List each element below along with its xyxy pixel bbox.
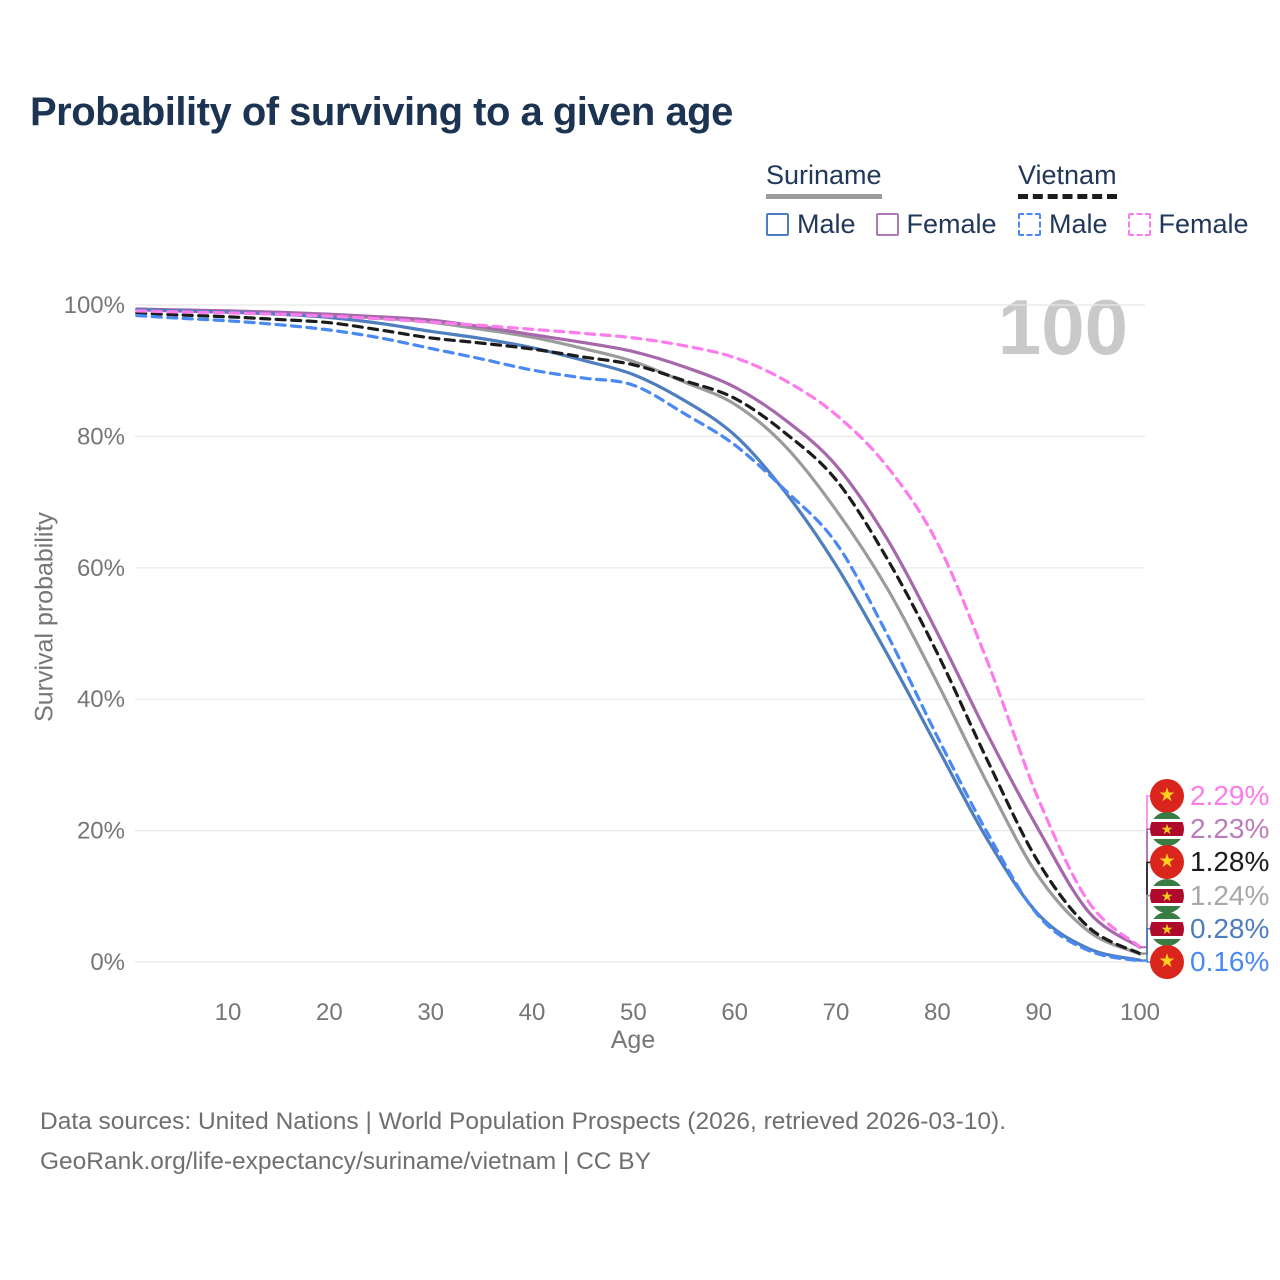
y-tick-label: 20% (77, 818, 125, 845)
series-line-suriname-total (135, 307, 1142, 956)
y-tick-label: 60% (77, 555, 125, 582)
end-label-value: 2.23% (1190, 813, 1270, 845)
y-tick-label: 0% (90, 949, 125, 976)
x-tick-label: 70 (823, 999, 850, 1026)
end-label-value: 0.28% (1190, 912, 1270, 944)
series-line-vietnam-male (135, 313, 1142, 963)
end-label-value: 2.29% (1190, 780, 1270, 811)
star-icon: ★ (1158, 785, 1176, 806)
end-label-row: ★ 2.29% (1150, 779, 1269, 813)
y-tick-label: 40% (77, 686, 125, 713)
x-tick-label: 10 (215, 999, 242, 1026)
legend-header-suriname: Suriname (766, 160, 882, 199)
x-tick-label: 60 (721, 999, 748, 1026)
attribution-link-text: GeoRank.org/life-expectancy/suriname/vie… (40, 1148, 651, 1175)
star-icon: ★ (1160, 920, 1174, 937)
end-label-value: 0.16% (1190, 946, 1270, 977)
legend-checkbox[interactable] (766, 213, 789, 236)
series-line-vietnam-female (135, 309, 1142, 949)
legend-item-label: Female (906, 209, 997, 239)
end-label-value: 1.28% (1190, 846, 1270, 878)
x-tick-label: 40 (519, 999, 546, 1026)
end-label-row: ★ 0.28% (1150, 911, 1270, 946)
end-label-row: ★ 0.16% (1150, 945, 1269, 979)
data-sources-text: Data sources: United Nations | World Pop… (40, 1108, 1007, 1135)
star-icon: ★ (1158, 851, 1176, 873)
page-title: Probability of surviving to a given age (30, 90, 733, 134)
star-icon: ★ (1158, 951, 1176, 972)
suriname-flag-icon: ★ (1150, 911, 1184, 946)
vietnam-flag-icon: ★ (1150, 779, 1184, 813)
x-tick-label: 30 (417, 999, 444, 1026)
age-watermark: 100 (997, 283, 1128, 371)
y-tick-label: 80% (77, 423, 125, 450)
series-line-suriname-male (135, 307, 1142, 962)
x-tick-label: 50 (620, 999, 647, 1026)
legend-item-label: Male (797, 209, 856, 239)
legend-checkbox[interactable] (1018, 213, 1041, 236)
legend-header-vietnam: Vietnam (1018, 160, 1117, 199)
x-tick-label: 90 (1025, 999, 1052, 1026)
vietnam-flag-icon: ★ (1150, 945, 1184, 979)
survival-chart: 0% 20% 40% 60% 80% 100% 10 20 30 40 50 60 70 80 90 100 (64, 292, 1160, 1026)
legend-item-label: Male (1049, 209, 1108, 239)
end-label-row: ★ 1.24% (1150, 878, 1270, 913)
series-line-suriname-female (135, 307, 1142, 949)
y-tick-label: 100% (64, 292, 125, 319)
legend-checkbox[interactable] (875, 213, 899, 236)
legend-item-vietnam-female[interactable]: Female (1127, 209, 1249, 240)
x-tick-label: 80 (924, 999, 951, 1026)
legend-item-suriname-male[interactable]: Male (766, 209, 856, 240)
legend-group-suriname: Suriname Male Female (766, 160, 997, 240)
legend-items-suriname: Male Female (766, 209, 997, 240)
series-line-vietnam-total (135, 311, 1142, 956)
suriname-flag-icon: ★ (1150, 878, 1184, 913)
legend-items-vietnam: Male Female (1018, 209, 1249, 240)
legend-item-suriname-female[interactable]: Female (875, 209, 997, 240)
star-icon: ★ (1160, 821, 1174, 838)
legend-group-vietnam: Vietnam Male Female (1018, 160, 1249, 240)
end-label-row: ★ 2.23% (1150, 812, 1270, 847)
x-tick-label: 100 (1120, 999, 1160, 1026)
suriname-flag-icon: ★ (1150, 812, 1184, 847)
y-axis-title: Survival probability (30, 512, 59, 722)
x-tick-label: 20 (316, 999, 343, 1026)
end-label-row: ★ 1.28% (1150, 845, 1270, 880)
vietnam-flag-icon: ★ (1150, 845, 1184, 880)
star-icon: ★ (1160, 887, 1174, 904)
legend-item-label: Female (1158, 209, 1249, 239)
legend-checkbox[interactable] (1127, 213, 1151, 236)
legend-item-vietnam-male[interactable]: Male (1018, 209, 1108, 240)
end-label-value: 1.24% (1190, 879, 1270, 911)
x-axis-title: Age (610, 1026, 656, 1054)
